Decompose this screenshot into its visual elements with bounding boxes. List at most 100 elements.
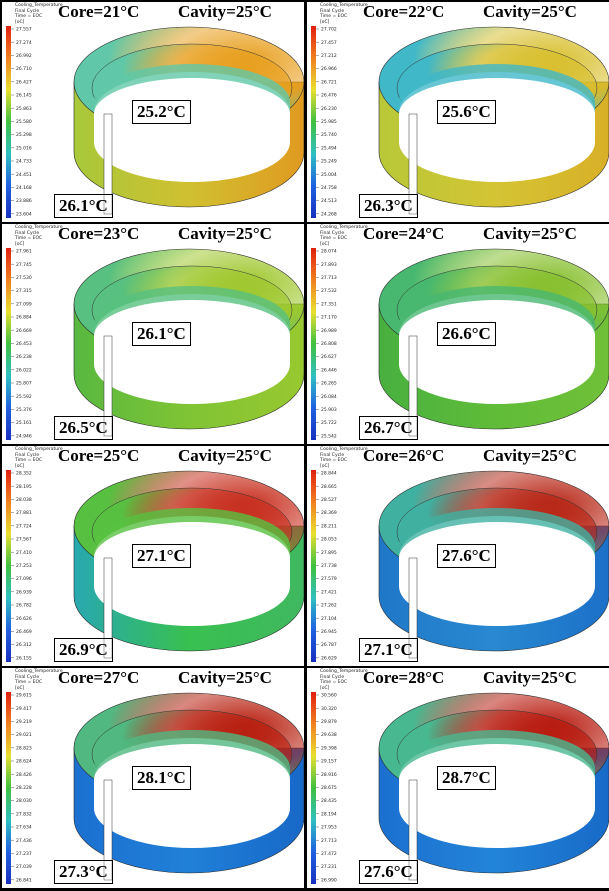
ring-hole [399, 294, 595, 404]
slot [103, 557, 113, 659]
legend-tick-label: 27.738 [321, 563, 337, 569]
legend-time: Time = EOC [319, 457, 347, 463]
legend-tick-label: 27.212 [321, 53, 337, 59]
legend-tick-label: 26.627 [321, 354, 337, 360]
legend-tick-label: 26.446 [321, 367, 337, 373]
legend-tick-label: 27.713 [321, 838, 337, 844]
legend-tick-label: 26.669 [16, 328, 32, 334]
ring-hole [94, 738, 290, 848]
legend-title: Cooling_Temperature [320, 2, 368, 8]
legend-tick-label: 25.494 [321, 145, 337, 151]
legend-tick-label: 28.369 [321, 510, 337, 516]
legend-tick-label: 28.211 [321, 523, 337, 529]
legend-title: Cooling_Temperature [15, 668, 63, 674]
core-label: Core=27°C [58, 668, 140, 687]
legend-time: Time = EOC [14, 235, 42, 241]
legend-tick-label: 28.665 [321, 484, 337, 490]
ring-hole [399, 72, 595, 182]
panel: Cooling_Temperature Final Cycle Time = EOC… [307, 668, 609, 888]
legend-tick-label: 27.457 [321, 40, 337, 46]
legend-tick-label: 26.710 [16, 66, 32, 72]
legend-tick-label: 28.624 [16, 759, 32, 765]
cavity-label: Cavity=25°C [178, 446, 272, 465]
legend-cycle: Final Cycle [320, 8, 344, 14]
legend-tick-label: 26.626 [16, 616, 32, 622]
corner-temperature: 27.3°C [54, 860, 113, 884]
legend-tick-label: 26.990 [321, 877, 337, 883]
legend-tick-label: 24.733 [16, 159, 32, 165]
legend-tick-label: 27.436 [16, 838, 32, 844]
panel: Cooling_Temperature Final Cycle Time = EOC… [2, 224, 304, 444]
center-temperature: 28.1°C [132, 766, 191, 790]
color-scale [311, 248, 316, 440]
legend-tick-label: 25.722 [321, 420, 337, 426]
legend-time: Time = EOC [319, 679, 347, 685]
legend-tick-label: 25.903 [321, 407, 337, 413]
color-scale [311, 692, 316, 884]
legend-tick-label: 29.021 [16, 732, 32, 738]
legend-title: Cooling_Temperature [320, 668, 368, 674]
legend-tick-label: 24.168 [16, 185, 32, 191]
legend-tick-label: 28.195 [16, 484, 32, 490]
legend-tick-label: 27.421 [321, 589, 337, 595]
legend-tick-label: 28.675 [321, 785, 337, 791]
legend-time: Time = EOC [14, 457, 42, 463]
color-scale [6, 248, 11, 440]
legend-tick-label: 25.592 [16, 394, 32, 400]
legend-tick-label: 26.787 [321, 642, 337, 648]
center-temperature: 26.1°C [132, 322, 191, 346]
legend-tick-label: 26.966 [321, 66, 337, 72]
legend-title: Cooling_Temperature [15, 446, 63, 452]
legend-time: Time = EOC [14, 679, 42, 685]
legend-tick-label: 26.476 [321, 93, 337, 99]
legend-tick-label: 28.426 [16, 772, 32, 778]
legend-tick-label: 27.953 [321, 825, 337, 831]
legend-tick-label: 27.039 [16, 864, 32, 870]
legend-tick-label: 26.945 [321, 629, 337, 635]
legend-title: Cooling_Temperature [15, 224, 63, 230]
legend-tick-label: 25.807 [16, 381, 32, 387]
legend-cycle: Final Cycle [15, 674, 39, 680]
legend-tick-label: 27.557 [16, 27, 32, 33]
legend-tick-label: 27.104 [321, 616, 337, 622]
legend-cycle: Final Cycle [320, 674, 344, 680]
legend-tick-label: 25.161 [16, 420, 32, 426]
legend-tick-label: 27.893 [321, 262, 337, 268]
legend-tick-label: 27.745 [16, 262, 32, 268]
color-scale [6, 26, 11, 218]
center-temperature: 25.2°C [132, 100, 191, 124]
corner-temperature: 26.5°C [54, 416, 113, 440]
legend-unit: [oC] [320, 241, 330, 247]
color-scale [311, 470, 316, 662]
legend-tick-label: 27.713 [321, 275, 337, 281]
ring-inner-lower [94, 286, 290, 336]
cavity-label: Cavity=25°C [483, 2, 577, 21]
center-temperature: 26.6°C [437, 322, 496, 346]
core-label: Core=26°C [363, 446, 445, 465]
legend-tick-label: 27.702 [321, 27, 337, 33]
legend-tick-label: 29.417 [16, 706, 32, 712]
legend-tick-label: 26.841 [16, 877, 32, 883]
slot [408, 113, 418, 215]
corner-temperature: 27.6°C [359, 860, 418, 884]
slot [408, 335, 418, 437]
legend-tick-label: 27.410 [16, 550, 32, 556]
legend-tick-label: 26.230 [321, 106, 337, 112]
ring-hole [94, 294, 290, 404]
panel: Cooling_Temperature Final Cycle Time = EOC… [2, 668, 304, 888]
legend-tick-label: 29.219 [16, 719, 32, 725]
legend-tick-label: 27.634 [16, 825, 32, 831]
legend-tick-label: 27.237 [16, 851, 32, 857]
legend-tick-label: 28.030 [16, 798, 32, 804]
legend-tick-label: 26.022 [16, 367, 32, 373]
legend-tick-label: 26.238 [16, 354, 32, 360]
legend-unit: [oC] [15, 463, 25, 469]
ring-inner-lower [399, 730, 595, 780]
legend-unit: [oC] [15, 241, 25, 247]
ring-hole [399, 738, 595, 848]
